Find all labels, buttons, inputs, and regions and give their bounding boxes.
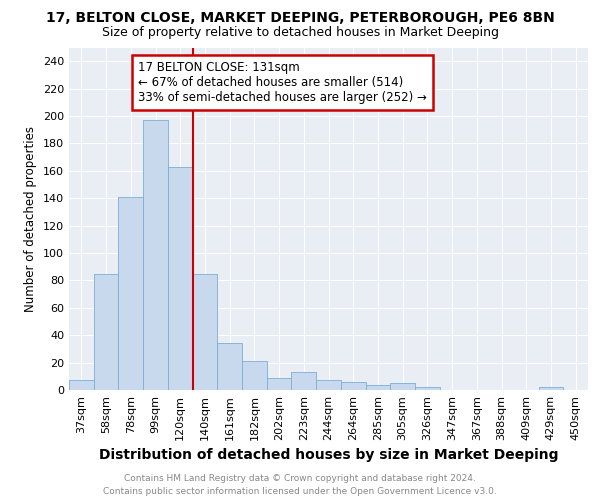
Bar — [168, 166, 193, 390]
Bar — [242, 361, 267, 390]
Bar — [267, 378, 292, 390]
Text: 17, BELTON CLOSE, MARKET DEEPING, PETERBOROUGH, PE6 8BN: 17, BELTON CLOSE, MARKET DEEPING, PETERB… — [46, 11, 554, 25]
Text: Size of property relative to detached houses in Market Deeping: Size of property relative to detached ho… — [101, 26, 499, 39]
Bar — [415, 388, 440, 390]
Bar — [69, 380, 94, 390]
Bar — [217, 344, 242, 390]
Bar — [341, 382, 365, 390]
Bar — [143, 120, 168, 390]
Bar — [390, 383, 415, 390]
Bar — [365, 384, 390, 390]
Bar — [118, 197, 143, 390]
Bar — [94, 274, 118, 390]
Bar — [292, 372, 316, 390]
Text: Contains HM Land Registry data © Crown copyright and database right 2024.
Contai: Contains HM Land Registry data © Crown c… — [103, 474, 497, 496]
Bar — [316, 380, 341, 390]
Y-axis label: Number of detached properties: Number of detached properties — [25, 126, 37, 312]
Bar — [193, 274, 217, 390]
X-axis label: Distribution of detached houses by size in Market Deeping: Distribution of detached houses by size … — [99, 448, 558, 462]
Bar — [539, 388, 563, 390]
Text: 17 BELTON CLOSE: 131sqm
← 67% of detached houses are smaller (514)
33% of semi-d: 17 BELTON CLOSE: 131sqm ← 67% of detache… — [138, 61, 427, 104]
